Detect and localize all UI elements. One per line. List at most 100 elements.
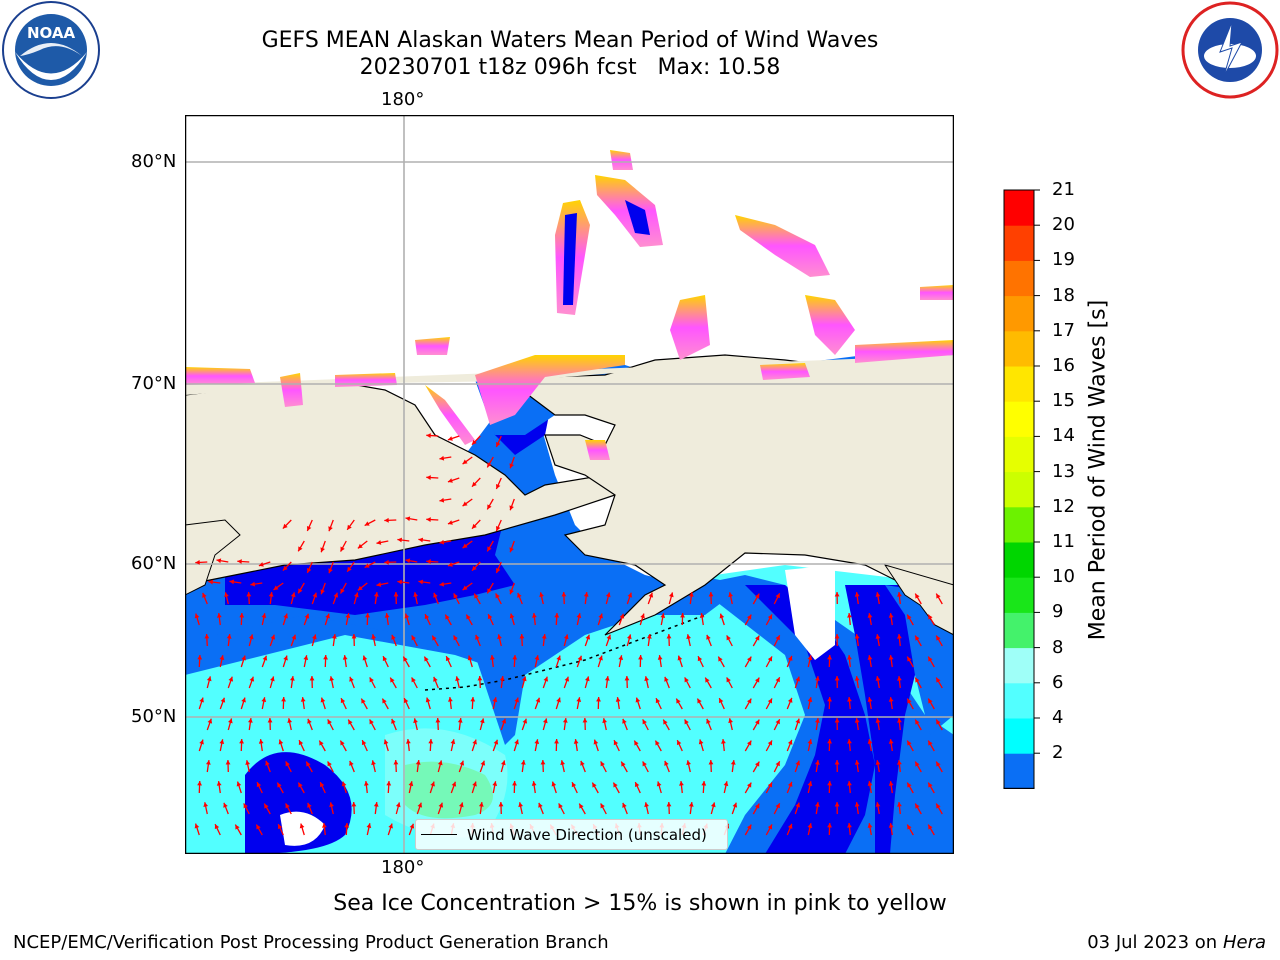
wave-arrow-head (495, 483, 501, 489)
wave-arrow-head (579, 803, 584, 809)
wave-arrow-head (490, 655, 495, 660)
wave-arrow-head (613, 782, 618, 788)
wave-arrow-head (312, 634, 317, 640)
wave-arrow-head (897, 760, 902, 765)
wave-arrow-head (664, 760, 669, 766)
wave-arrow-head (438, 802, 444, 808)
wave-arrow-head (322, 823, 327, 828)
wave-arrow-head (936, 677, 941, 683)
wave-arrow-head (364, 781, 369, 786)
wave-arrow-head (755, 635, 760, 641)
wave-arrow-head (487, 462, 492, 468)
wave-arrow-head (663, 719, 668, 725)
wave-arrow-head (309, 676, 315, 681)
colorbar-segment (1004, 190, 1034, 226)
wave-arrow-head (642, 719, 647, 725)
colorbar-tick-label: 12 (1052, 495, 1075, 517)
wave-arrow-head (345, 613, 351, 619)
wave-arrow-head (340, 698, 346, 704)
wave-arrow-head (827, 655, 832, 660)
nws-logo (1180, 0, 1280, 100)
wave-arrow-head (409, 823, 415, 829)
wave-arrow-head (327, 761, 332, 767)
wave-arrow-head (406, 739, 411, 744)
wave-arrow-head (827, 823, 832, 828)
wave-arrow-head (285, 761, 290, 767)
legend-line (421, 834, 457, 835)
wave-arrow-head (307, 802, 312, 808)
wave-arrow-head (775, 593, 780, 599)
wave-arrow-head (225, 760, 231, 765)
colorbar-tick-label: 4 (1052, 707, 1064, 728)
gulf-band-dark (745, 585, 875, 854)
wave-arrow-head (351, 634, 357, 639)
wave-arrow-head (563, 634, 569, 640)
wave-arrow-head (424, 614, 430, 620)
wave-arrow-head (592, 782, 597, 788)
wave-arrow-head (447, 436, 453, 441)
wave-arrow-head (787, 739, 793, 745)
wave-arrow-head (556, 655, 561, 661)
colorbar-tick-label: 16 (1052, 355, 1075, 376)
wave-arrow-head (268, 592, 274, 597)
wave-arrow-head (216, 613, 222, 618)
wave-arrow-head (501, 718, 507, 724)
wave-arrow-head (615, 697, 621, 702)
wave-arrow-head (576, 697, 582, 702)
wave-arrow-head (388, 823, 393, 829)
wave-arrow-head (298, 782, 303, 788)
wave-arrow-head (384, 613, 390, 618)
wave-arrow-head (270, 676, 275, 682)
wave-arrow-head (699, 613, 705, 618)
wave-arrow-head (621, 761, 626, 767)
wave-arrow-head (203, 802, 209, 808)
wave-arrow-head (888, 697, 894, 702)
wave-arrow-head (282, 565, 288, 571)
wave-arrow-head (688, 802, 694, 807)
wave-arrow-head (492, 781, 498, 786)
wave-arrow-head (357, 585, 363, 591)
wave-arrow-head (755, 719, 760, 725)
wave-arrow-head (439, 455, 445, 461)
wave-arrow-head (867, 823, 873, 828)
wave-arrow-head (329, 802, 334, 808)
wave-arrow-head (539, 592, 544, 598)
wave-arrow-head (495, 525, 501, 531)
wave-arrow-head (194, 613, 200, 619)
wave-arrow-head (684, 719, 689, 725)
wave-arrow-head (369, 677, 374, 683)
wave-arrow-head (854, 718, 860, 723)
wave-arrow-head (312, 592, 318, 598)
wave-arrow-head (888, 781, 894, 786)
noaa-logo: NOAA (0, 0, 104, 100)
wave-arrow-head (281, 697, 286, 702)
wave-arrow-head (936, 635, 941, 641)
colorbar-tick-label: 14 (1052, 425, 1075, 447)
wave-arrow-head (534, 739, 540, 744)
wave-arrow-head (706, 718, 711, 724)
wave-arrow-head (847, 823, 852, 828)
wave-arrow-head (303, 655, 309, 661)
wave-arrow-head (457, 718, 463, 723)
wave-arrow-head (834, 592, 840, 597)
wave-arrow-head (480, 760, 486, 766)
wave-arrow-head (640, 613, 645, 619)
colorbar-segment (1004, 682, 1034, 719)
wave-arrow-head (397, 579, 403, 585)
wave-arrow-head (787, 655, 793, 661)
wave-arrow-head (746, 614, 752, 620)
wave-arrow-head (732, 802, 738, 808)
wave-arrow-head (287, 718, 293, 724)
wave-arrow-head (686, 760, 691, 766)
wave-arrow-head (495, 441, 501, 447)
wave-arrow-head (478, 802, 484, 807)
wave-arrow-head (888, 823, 894, 828)
wave-arrow-head (638, 655, 643, 660)
wave-arrow-head (767, 656, 773, 662)
wave-arrow-head (331, 634, 337, 639)
wave-arrow-head (827, 697, 832, 702)
wave-arrow-head (386, 781, 392, 786)
wave-arrow-head (807, 655, 813, 661)
wave-arrow-head (697, 656, 703, 662)
wave-arrow-head (655, 740, 660, 746)
